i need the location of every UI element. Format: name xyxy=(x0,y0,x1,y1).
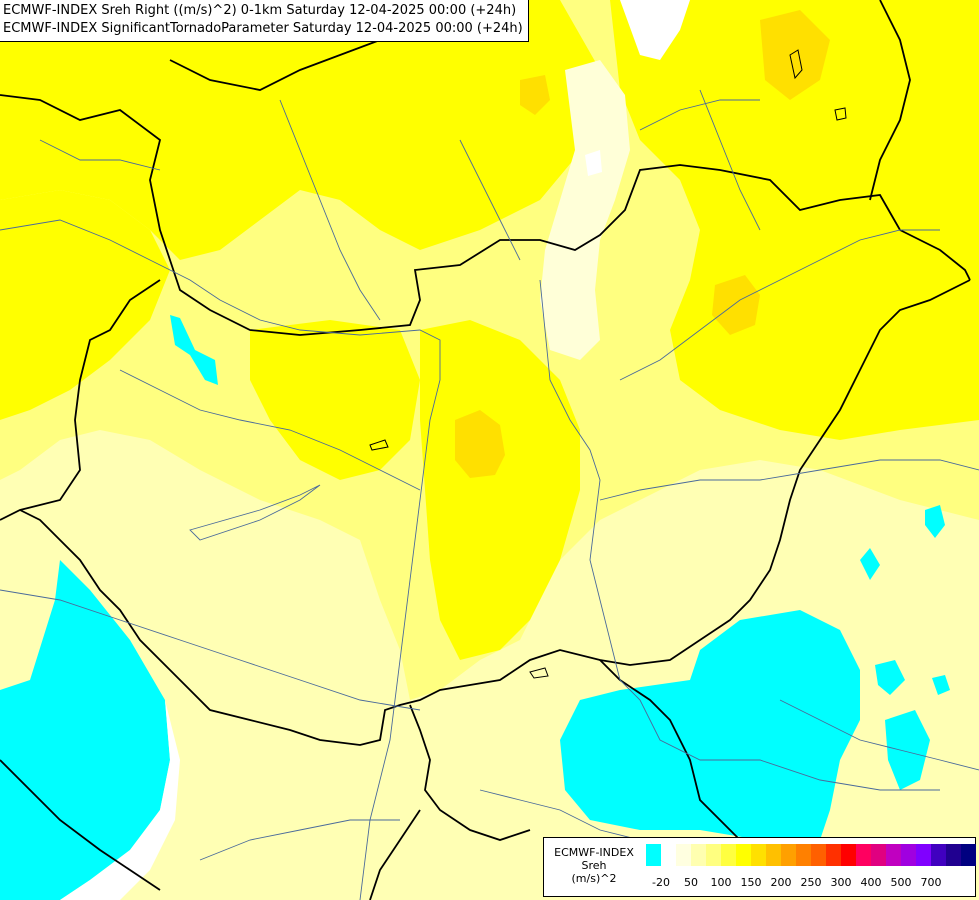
river-13 xyxy=(199,819,400,861)
cyan-patch-east-4 xyxy=(875,660,905,695)
legend-swatch xyxy=(916,844,931,866)
legend-label: 250 xyxy=(800,876,822,889)
legend-title-model: ECMWF-INDEX xyxy=(554,846,634,859)
border-line-1 xyxy=(0,94,971,336)
cyan-patch-east-1 xyxy=(925,505,945,538)
legend-swatch xyxy=(961,844,976,866)
gold-blob-east xyxy=(712,275,760,335)
river-11 xyxy=(39,139,161,171)
lake-outline-1 xyxy=(369,439,389,451)
legend-label: 100 xyxy=(710,876,732,889)
border-line-3 xyxy=(869,0,911,201)
legend-label: -20 xyxy=(652,876,670,889)
river-9 xyxy=(699,89,761,231)
map-title-box: ECMWF-INDEX Sreh Right ((m/s)^2) 0-1km S… xyxy=(0,0,529,42)
yellow-field-mid xyxy=(250,320,420,480)
legend-swatch xyxy=(886,844,901,866)
legend-swatch xyxy=(826,844,841,866)
legend-swatch xyxy=(646,844,661,866)
cyan-patch-east-2 xyxy=(860,548,880,580)
legend-title-unit: (m/s)^2 xyxy=(571,872,617,885)
legend-title: ECMWF-INDEX Sreh (m/s)^2 xyxy=(544,846,644,885)
cyan-region-southeast xyxy=(560,610,860,840)
river-15 xyxy=(639,99,760,131)
lake-outline-3 xyxy=(834,107,847,121)
legend-label: 150 xyxy=(740,876,762,889)
yellow-field-center xyxy=(420,320,580,660)
pale-tongue xyxy=(540,60,630,360)
border-line-9 xyxy=(369,809,421,900)
legend-title-param: Sreh xyxy=(581,859,607,872)
lakes xyxy=(369,49,847,679)
white-patch-small xyxy=(585,150,602,176)
gold-blob-north xyxy=(520,75,550,115)
lake-outline-4 xyxy=(529,667,549,679)
legend-swatch xyxy=(931,844,946,866)
legend-swatch xyxy=(751,844,766,866)
river-14 xyxy=(779,699,979,771)
legend-swatch xyxy=(691,844,706,866)
lake-outline-2 xyxy=(789,49,803,80)
border-line-5 xyxy=(409,704,531,841)
river-4 xyxy=(619,229,940,381)
legend-swatch xyxy=(706,844,721,866)
cyan-patch-east-3 xyxy=(885,710,930,790)
color-legend: ECMWF-INDEX Sreh (m/s)^2 -20 50 100 150 200 2… xyxy=(543,837,976,897)
legend-swatch xyxy=(781,844,796,866)
title-line-sreh: ECMWF-INDEX Sreh Right ((m/s)^2) 0-1km S… xyxy=(3,3,517,18)
border-line-4 xyxy=(19,279,971,746)
legend-swatch xyxy=(856,844,871,866)
legend-swatch xyxy=(661,844,676,866)
legend-swatch xyxy=(766,844,781,866)
legend-swatches xyxy=(646,844,976,866)
legend-swatch xyxy=(676,844,691,866)
yellow-field-north xyxy=(0,0,600,260)
river-2 xyxy=(539,279,940,791)
legend-swatch xyxy=(946,844,961,866)
gold-blob-northeast xyxy=(760,10,830,100)
legend-label: 700 xyxy=(920,876,942,889)
legend-swatch xyxy=(736,844,751,866)
river-5 xyxy=(599,459,979,501)
legend-labels: -20 50 100 150 200 250 300 400 500 700 xyxy=(646,876,976,890)
legend-swatch xyxy=(811,844,826,866)
legend-swatch xyxy=(796,844,811,866)
rivers xyxy=(0,89,979,900)
cyan-patch-east-5 xyxy=(932,675,950,695)
gold-blob-center xyxy=(455,410,505,478)
river-8 xyxy=(459,139,521,261)
title-line-stp: ECMWF-INDEX SignificantTornadoParameter … xyxy=(3,21,523,36)
legend-swatch xyxy=(841,844,856,866)
white-edge-southwest xyxy=(60,700,180,900)
yellow-field-northeast xyxy=(610,0,979,440)
border-line-8 xyxy=(0,759,161,891)
river-3 xyxy=(0,589,421,711)
legend-swatch xyxy=(721,844,736,866)
river-10 xyxy=(189,484,321,541)
legend-label: 300 xyxy=(830,876,852,889)
border-line-7 xyxy=(0,279,161,521)
legend-label: 200 xyxy=(770,876,792,889)
legend-swatch xyxy=(871,844,886,866)
legend-label: 50 xyxy=(684,876,698,889)
border-line-6 xyxy=(599,659,741,841)
river-6 xyxy=(119,369,421,491)
cyan-region-southwest xyxy=(0,560,170,900)
white-patch-north xyxy=(620,0,690,60)
river-7 xyxy=(279,99,381,321)
yellow-field-west xyxy=(0,190,170,420)
river-1 xyxy=(0,219,441,900)
legend-swatch xyxy=(901,844,916,866)
river-12 xyxy=(479,789,641,841)
legend-label: 400 xyxy=(860,876,882,889)
cyan-lake-balaton-area xyxy=(170,315,218,385)
legend-label: 500 xyxy=(890,876,912,889)
